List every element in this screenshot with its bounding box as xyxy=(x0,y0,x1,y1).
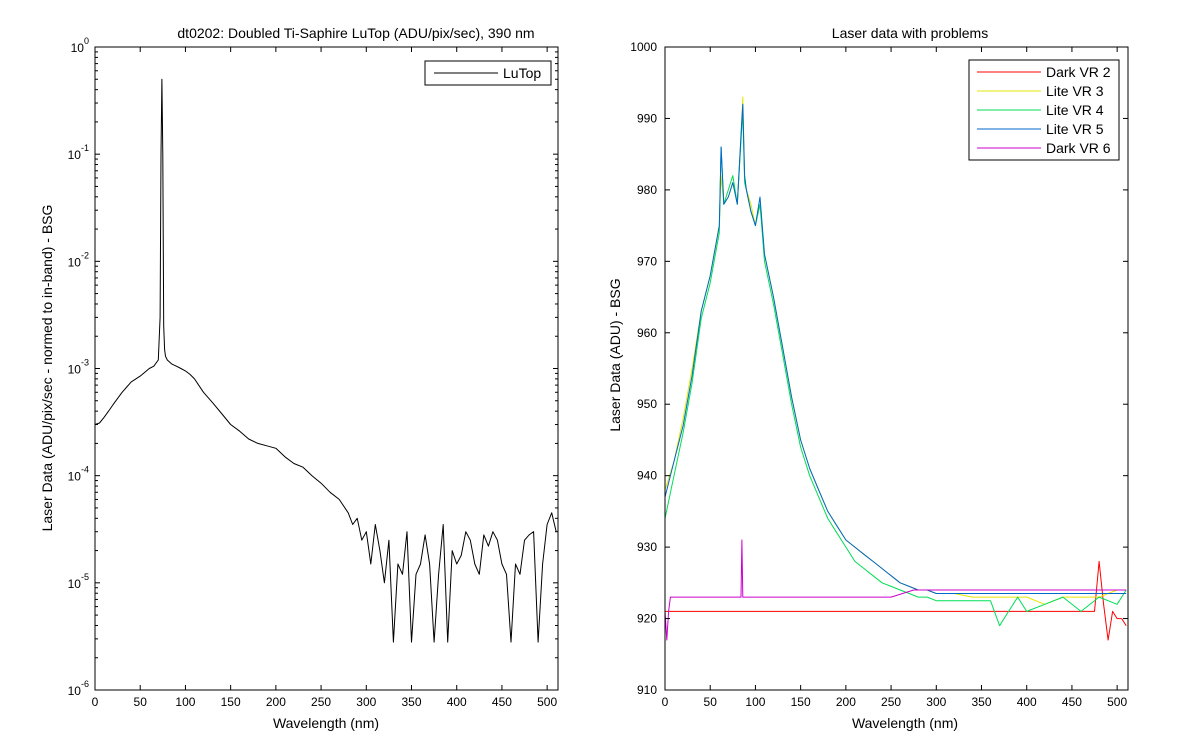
right-x-tick-label: 500 xyxy=(1107,695,1127,709)
left-y-tick-label: 10-5 xyxy=(68,572,89,591)
right-x-tick-label: 450 xyxy=(1062,695,1082,709)
right-y-tick-label: 930 xyxy=(637,540,657,554)
left-x-axis-label: Wavelength (nm) xyxy=(273,715,379,731)
right-y-tick-label: 910 xyxy=(637,683,657,697)
right-chart: 0 50 100 150 200 250 300 350 400 450 500 910 920 930 9… xyxy=(607,25,1129,731)
left-x-tick-label: 300 xyxy=(356,695,376,709)
left-x-tick-label: 150 xyxy=(221,695,241,709)
right-y-tick-label: 1000 xyxy=(630,40,657,54)
right-x-tick-label: 100 xyxy=(745,695,765,709)
right-legend-label-lite-vr-5: Lite VR 5 xyxy=(1046,121,1104,137)
right-legend: Dark VR 2 Lite VR 3 Lite VR 4 Lite VR 5 … xyxy=(968,59,1120,161)
right-x-tick-label: 350 xyxy=(971,695,991,709)
right-x-tick-label: 50 xyxy=(704,695,718,709)
left-y-tick-label: 10-3 xyxy=(68,358,89,377)
right-x-tick-label: 200 xyxy=(836,695,856,709)
right-series-line-lite-vr-5 xyxy=(664,103,1127,594)
left-x-tick-label: 350 xyxy=(401,695,421,709)
right-x-tick-label: 250 xyxy=(881,695,901,709)
left-x-tick-label: 100 xyxy=(175,695,195,709)
right-y-axis-label: Laser Data (ADU) - BSG xyxy=(607,278,623,431)
right-y-tick-label: 960 xyxy=(637,326,657,340)
left-y-tick-label: 100 xyxy=(71,36,89,55)
right-legend-label-dark-vr-6: Dark VR 6 xyxy=(1046,140,1111,156)
right-y-tick-label: 920 xyxy=(637,612,657,626)
right-series-line-dark-vr-2 xyxy=(665,560,1127,641)
left-plot-frame xyxy=(94,46,559,691)
left-legend: LuTop xyxy=(424,60,552,86)
right-y-tick-label: 940 xyxy=(637,469,657,483)
right-x-tick-label: 0 xyxy=(662,695,669,709)
right-x-tick-label: 150 xyxy=(791,695,811,709)
right-series-layer xyxy=(664,96,1127,641)
right-x-tick-label: 400 xyxy=(1017,695,1037,709)
right-series-line-dark-vr-6 xyxy=(664,539,1127,641)
left-x-tick-label: 500 xyxy=(537,695,557,709)
right-axis-layer: 0 50 100 150 200 250 300 350 400 450 500 910 920 930 9… xyxy=(630,40,1128,709)
left-series-line-lutop xyxy=(94,78,557,643)
left-y-tick-label: 10-6 xyxy=(68,679,89,698)
left-chart: 0 50 100 150 200 250 300 350 400 450 500 10-6 10-5 10… xyxy=(39,25,559,731)
right-series-line-lite-vr-4 xyxy=(664,110,1127,627)
left-x-tick-label: 50 xyxy=(134,695,148,709)
right-legend-label-lite-vr-4: Lite VR 4 xyxy=(1046,102,1104,118)
left-x-tick-label: 450 xyxy=(492,695,512,709)
right-chart-title: Laser data with problems xyxy=(832,25,988,41)
right-y-tick-label: 950 xyxy=(637,397,657,411)
left-x-tick-label: 200 xyxy=(266,695,286,709)
left-chart-title: dt0202: Doubled Ti-Saphire LuTop (ADU/pi… xyxy=(177,25,534,41)
right-y-tick-label: 980 xyxy=(637,183,657,197)
left-x-tick-label: 0 xyxy=(92,695,99,709)
right-plot-frame xyxy=(664,46,1129,691)
left-x-tick-label: 250 xyxy=(311,695,331,709)
left-y-tick-label: 10-4 xyxy=(68,465,89,484)
right-legend-label-dark-vr-2: Dark VR 2 xyxy=(1046,64,1111,80)
left-y-tick-label: 10-2 xyxy=(68,250,89,269)
left-x-tick-label: 400 xyxy=(447,695,467,709)
right-y-tick-label: 970 xyxy=(637,254,657,268)
right-y-tick-label: 990 xyxy=(637,111,657,125)
left-y-axis-label: Laser Data (ADU/pix/sec - normed to in-b… xyxy=(39,205,55,532)
left-legend-label-lutop: LuTop xyxy=(503,65,541,81)
left-axis-layer: 0 50 100 150 200 250 300 350 400 450 500 10-6 10-5 10… xyxy=(68,36,558,709)
right-x-axis-label: Wavelength (nm) xyxy=(852,715,958,731)
right-x-tick-label: 300 xyxy=(926,695,946,709)
left-series-layer xyxy=(94,78,557,643)
left-plot-area xyxy=(95,47,558,690)
left-y-tick-label: 10-1 xyxy=(68,143,89,162)
right-legend-label-lite-vr-3: Lite VR 3 xyxy=(1046,83,1104,99)
